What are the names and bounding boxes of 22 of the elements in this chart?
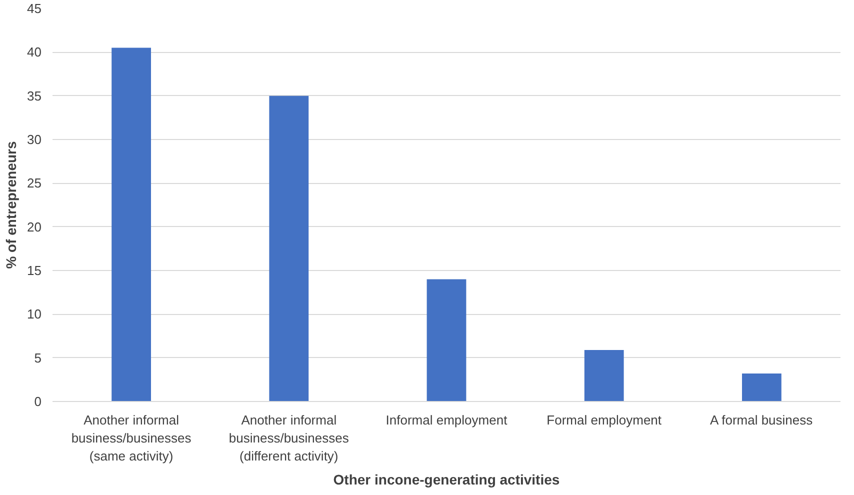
y-axis-title: % of entrepreneurs: [3, 140, 20, 269]
y-tick-label: 45: [27, 1, 42, 16]
y-tick-label: 35: [27, 88, 42, 104]
y-tick-label: 5: [34, 350, 42, 366]
y-tick-label: 20: [27, 219, 42, 234]
y-tick-label: 15: [27, 263, 42, 278]
y-tick-label: 25: [27, 176, 42, 191]
y-tick-label: 0: [34, 394, 42, 409]
x-tick-label: Formal employment: [546, 412, 662, 428]
bar: [742, 374, 782, 402]
x-tick-label: Informal employment: [386, 412, 508, 428]
x-tick-label: A formal business: [710, 412, 814, 428]
x-tick-label: Another informal business/businesses (different activity): [228, 412, 350, 464]
x-axis-title: Other incone-generating activities: [333, 472, 560, 488]
y-tick-label: 10: [27, 306, 42, 322]
bar: [112, 48, 151, 402]
bar: [426, 279, 466, 402]
x-tick-label: Another informal business/businesses (same activity): [71, 412, 192, 464]
y-tick-label: 30: [27, 132, 42, 147]
bar: [269, 96, 309, 402]
y-tick-label: 40: [27, 44, 42, 60]
bar: [584, 350, 624, 402]
